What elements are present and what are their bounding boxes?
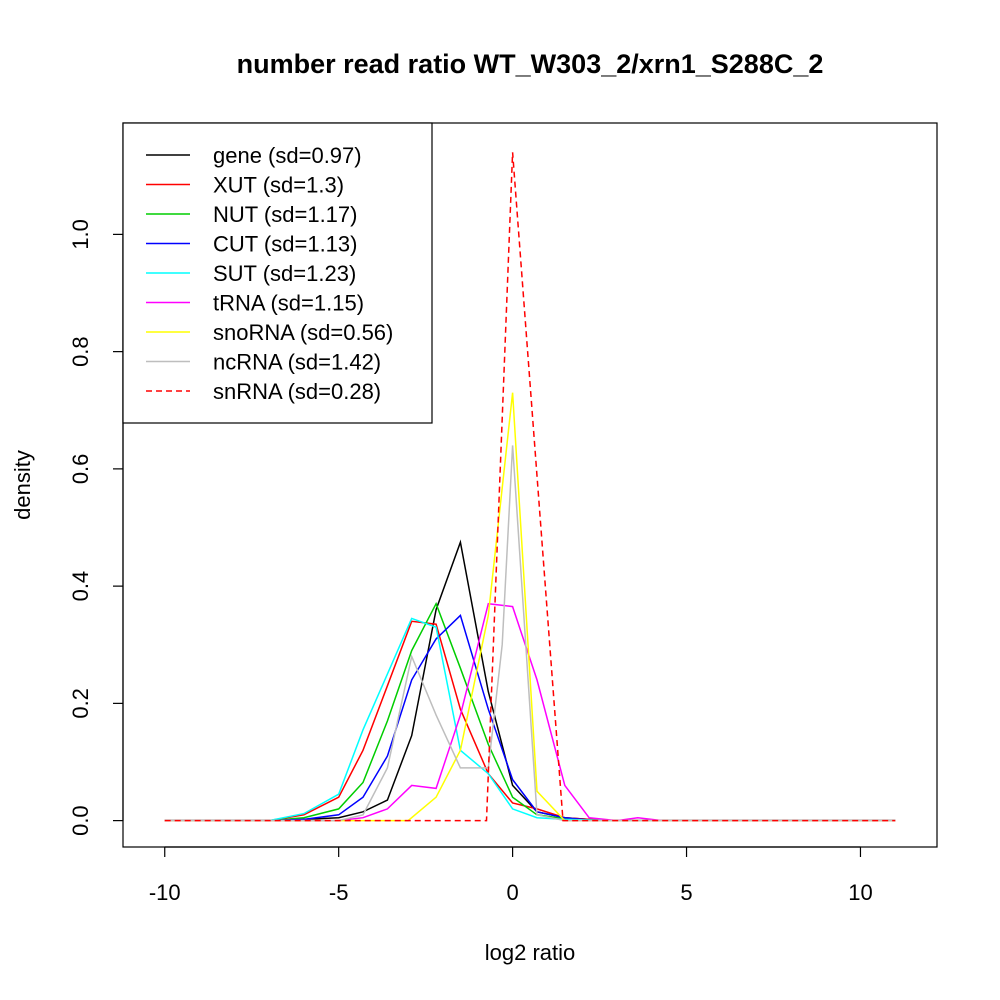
y-tick-label: 1.0: [68, 219, 93, 250]
legend-label-0: gene (sd=0.97): [213, 143, 362, 168]
series-line-4: [164, 617, 896, 822]
legend: gene (sd=0.97) XUT (sd=1.3) NUT (sd=1.17) C…: [122, 122, 433, 424]
y-tick-label: 0.4: [68, 571, 93, 602]
x-axis: -10 -5 0 5 10: [149, 846, 873, 905]
x-tick-label: 5: [680, 880, 692, 905]
y-tick-label: 0.2: [68, 688, 93, 719]
x-tick-label: 0: [506, 880, 518, 905]
series-line-8: [164, 152, 896, 822]
chart-title: number read ratio WT_W303_2/xrn1_S288C_2: [237, 49, 824, 79]
x-tick-label: 10: [848, 880, 872, 905]
legend-label-3: CUT (sd=1.13): [213, 232, 357, 257]
x-tick-label: -5: [329, 880, 349, 905]
legend-label-1: XUT (sd=1.3): [213, 173, 344, 198]
y-tick-label: 0.0: [68, 805, 93, 836]
legend-label-7: ncRNA (sd=1.42): [213, 350, 381, 375]
series-line-3: [164, 614, 896, 822]
series-line-7: [164, 445, 896, 822]
legend-label-6: snoRNA (sd=0.56): [213, 320, 393, 345]
legend-label-8: snRNA (sd=0.28): [213, 379, 381, 404]
y-tick-label: 0.6: [68, 454, 93, 485]
legend-label-2: NUT (sd=1.17): [213, 202, 357, 227]
series-line-6: [164, 392, 896, 822]
x-axis-label: log2 ratio: [485, 940, 576, 965]
series-layer: [164, 152, 896, 822]
x-tick-label: -10: [149, 880, 181, 905]
legend-label-5: tRNA (sd=1.15): [213, 291, 364, 316]
y-axis-label: density: [10, 450, 35, 520]
y-axis: 0.0 0.2 0.4 0.6 0.8 1.0: [68, 219, 124, 836]
y-tick-label: 0.8: [68, 336, 93, 367]
legend-label-4: SUT (sd=1.23): [213, 261, 356, 286]
series-line-5: [164, 602, 896, 822]
